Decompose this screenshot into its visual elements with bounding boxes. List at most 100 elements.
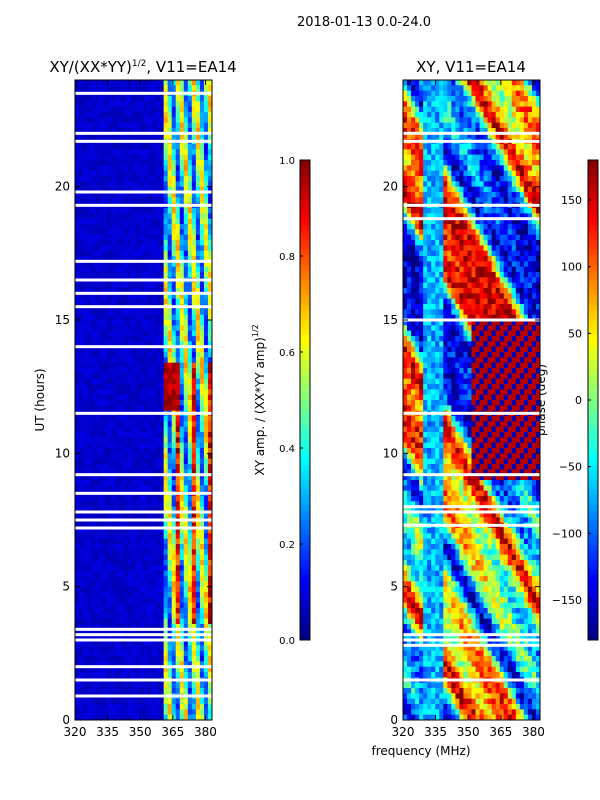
heatmap-cell xyxy=(155,106,161,113)
heatmap-cell xyxy=(459,176,464,182)
heatmap-cell xyxy=(171,373,177,380)
heatmap-cell xyxy=(119,144,124,150)
heatmap-cell xyxy=(79,661,84,668)
heatmap-cell xyxy=(135,496,140,502)
heatmap-cell xyxy=(203,229,209,236)
heatmap-cell xyxy=(135,506,140,513)
heatmap-cell xyxy=(95,533,100,540)
heatmap-cell xyxy=(131,282,136,289)
heatmap-cell xyxy=(75,149,80,156)
heatmap-cell xyxy=(103,640,108,646)
heatmap-cell xyxy=(163,240,169,246)
heatmap-cell xyxy=(499,144,505,150)
heatmap-cell xyxy=(127,346,132,353)
heatmap-cell xyxy=(171,384,177,390)
heatmap-cell xyxy=(175,309,181,316)
heatmap-cell xyxy=(207,501,212,508)
heatmap-cell xyxy=(103,672,108,678)
heatmap-cell xyxy=(147,522,152,529)
heatmap-cell xyxy=(531,117,537,124)
heatmap-cell xyxy=(119,282,124,289)
heatmap-cell xyxy=(523,176,529,182)
heatmap-cell xyxy=(103,426,108,433)
heatmap-cell xyxy=(179,314,185,321)
heatmap-cell xyxy=(107,645,112,652)
heatmap-cell xyxy=(171,432,177,438)
heatmap-cell xyxy=(475,192,480,198)
heatmap-cell xyxy=(423,170,428,177)
heatmap-cell xyxy=(171,320,177,326)
heatmap-cell xyxy=(447,112,452,118)
heatmap-cell xyxy=(119,293,124,300)
heatmap-cell xyxy=(203,192,209,198)
heatmap-cell xyxy=(119,106,124,113)
heatmap-cell xyxy=(147,714,152,720)
heatmap-cell xyxy=(139,554,144,561)
heatmap-cell xyxy=(123,282,128,289)
heatmap-cell xyxy=(191,117,197,124)
heatmap-cell xyxy=(191,576,197,582)
heatmap-cell xyxy=(179,261,185,268)
heatmap-cell xyxy=(91,634,96,641)
heatmap-cell xyxy=(423,154,428,161)
heatmap-cell xyxy=(175,704,181,710)
heatmap-cell xyxy=(111,469,116,476)
heatmap-cell xyxy=(531,122,537,129)
heatmap-cell xyxy=(203,426,209,433)
heatmap-cell xyxy=(127,373,132,380)
heatmap-cell xyxy=(99,154,104,161)
heatmap-cell xyxy=(159,197,165,204)
heatmap-cell xyxy=(99,405,104,412)
heatmap-cell xyxy=(127,336,132,342)
heatmap-cell xyxy=(143,341,148,348)
heatmap-cell xyxy=(135,186,140,193)
heatmap-cell xyxy=(151,362,156,369)
heatmap-cell xyxy=(99,597,104,604)
heatmap-cell xyxy=(207,298,212,305)
heatmap-cell xyxy=(191,485,197,492)
heatmap-cell xyxy=(123,101,128,108)
heatmap-cell xyxy=(75,160,80,166)
heatmap-cell xyxy=(143,117,148,124)
heatmap-cell xyxy=(107,256,112,262)
heatmap-cell xyxy=(115,634,120,641)
heatmap-cell xyxy=(79,666,84,673)
heatmap-cell xyxy=(179,656,185,662)
heatmap-cell xyxy=(155,373,161,380)
heatmap-cell xyxy=(171,101,177,108)
heatmap-cell xyxy=(183,453,189,460)
heatmap-cell xyxy=(427,149,432,156)
heatmap-cell xyxy=(467,165,472,172)
heatmap-cell xyxy=(495,160,501,166)
heatmap-cell xyxy=(199,485,205,492)
heatmap-cell xyxy=(203,645,209,652)
heatmap-cell xyxy=(103,320,108,326)
heatmap-cell xyxy=(195,661,201,668)
heatmap-cell xyxy=(139,645,144,652)
heatmap-cell xyxy=(99,368,104,374)
heatmap-cell xyxy=(135,549,140,556)
heatmap-cells xyxy=(403,80,540,720)
heatmap-cell xyxy=(103,346,108,353)
heatmap-cell xyxy=(107,528,112,534)
heatmap-cell xyxy=(183,240,189,246)
heatmap-cell xyxy=(103,197,108,204)
heatmap-cell xyxy=(475,128,480,134)
heatmap-cell xyxy=(163,336,169,342)
heatmap-cell xyxy=(91,373,96,380)
heatmap-cell xyxy=(199,442,205,449)
heatmap-cell xyxy=(87,362,92,369)
heatmap-cell xyxy=(403,181,408,188)
heatmap-cell xyxy=(143,170,148,177)
heatmap-cell xyxy=(199,170,205,177)
heatmap-cell xyxy=(131,709,136,716)
heatmap-cell xyxy=(155,288,161,294)
heatmap-cell xyxy=(95,154,100,161)
heatmap-cell xyxy=(199,181,205,188)
heatmap-cell xyxy=(115,528,120,534)
heatmap-cell xyxy=(75,432,80,438)
heatmap-cell xyxy=(183,554,189,561)
heatmap-cell xyxy=(107,266,112,273)
heatmap-cell xyxy=(159,229,165,236)
